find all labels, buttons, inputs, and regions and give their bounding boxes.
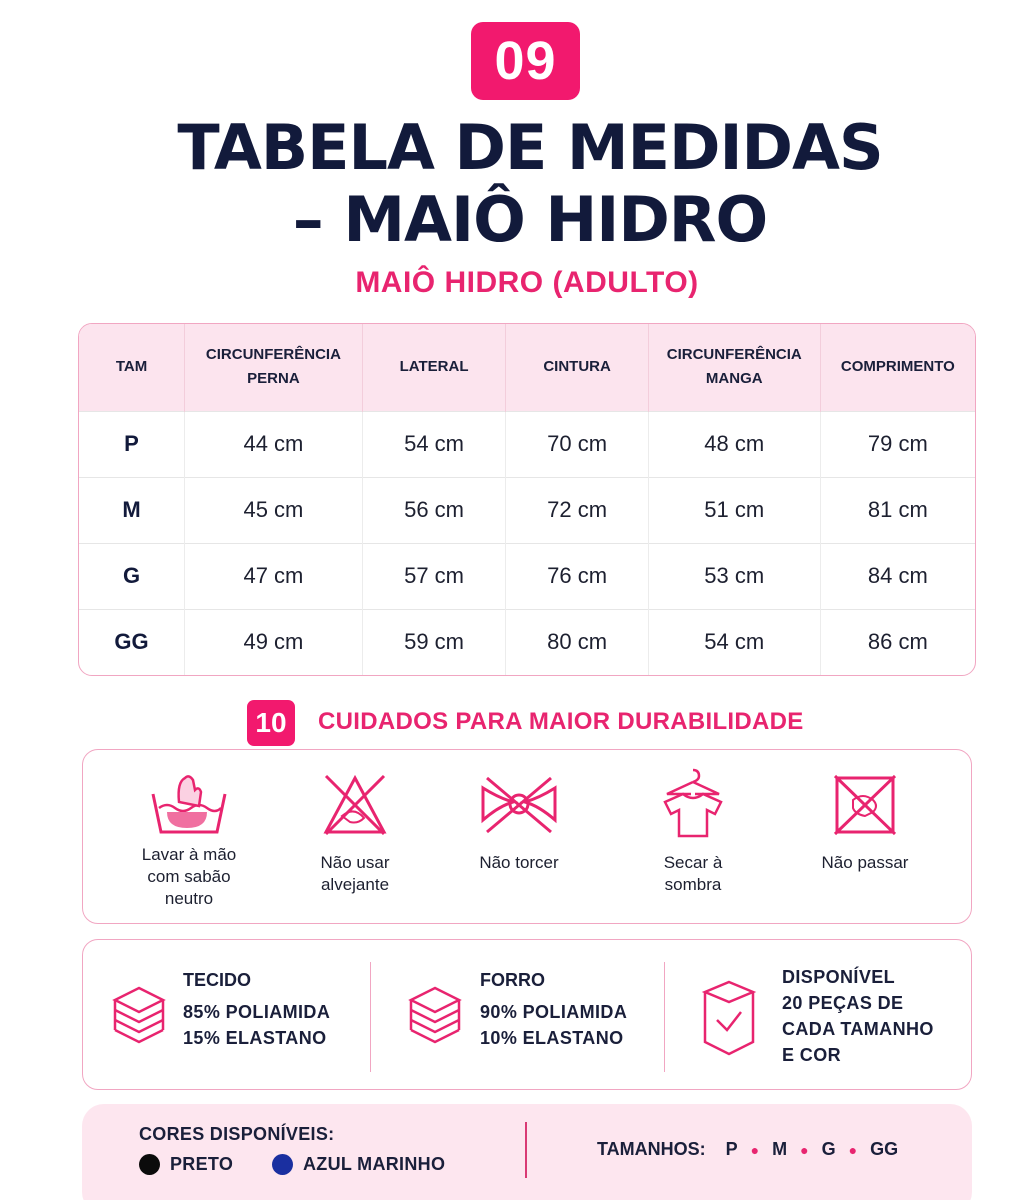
- table-cell: P: [79, 410, 186, 477]
- no-bleach-icon: [323, 774, 387, 836]
- care-label: Secar à sombra: [663, 853, 723, 894]
- table-cell: 79 cm: [820, 410, 975, 477]
- table-cell: 76 cm: [505, 542, 649, 609]
- shade-dry-icon: [663, 768, 723, 838]
- bullet-separator: ●: [848, 1141, 858, 1158]
- disponivel-line2: 20 PEÇAS DE: [782, 993, 904, 1013]
- table-cell: 70 cm: [505, 410, 649, 477]
- box-check-icon: [701, 980, 757, 1056]
- divider: [664, 962, 665, 1072]
- care-label: Lavar à mão com sabão neutro: [141, 845, 237, 908]
- fabric-forro-heading: FORRO: [480, 970, 545, 990]
- table-cell: 49 cm: [184, 608, 363, 675]
- color-option-azul-marinho: AZUL MARINHO: [272, 1154, 445, 1175]
- table-cell: 86 cm: [820, 608, 975, 675]
- size-option: M: [772, 1139, 788, 1159]
- color-option-preto: PRETO: [139, 1154, 233, 1175]
- fabric-tecido-line2: 15% ELASTANO: [183, 1028, 327, 1048]
- no-iron-icon: [833, 774, 897, 836]
- size-option: G: [821, 1139, 836, 1159]
- table-row: G 47 cm 57 cm 76 cm 53 cm 84 cm: [79, 542, 975, 609]
- table-cell: 80 cm: [505, 608, 649, 675]
- colors-title: CORES DISPONÍVEIS:: [139, 1124, 335, 1144]
- fabric-tecido-line1: 85% POLIAMIDA: [183, 1002, 331, 1022]
- column-header: CIRCUNFERÊNCIA PERNA: [184, 324, 363, 411]
- care-item-no-bleach: Não usar alvejante: [275, 772, 435, 896]
- table-cell: G: [79, 542, 186, 609]
- care-label: Não torcer: [479, 853, 559, 872]
- fabric-forro-line1: 90% POLIAMIDA: [480, 1002, 628, 1022]
- page-title-line1: TABELA DE MEDIDAS: [177, 111, 883, 184]
- layers-icon: [408, 986, 462, 1044]
- fabric-forro-line2: 10% ELASTANO: [480, 1028, 624, 1048]
- table-cell: 48 cm: [648, 410, 821, 477]
- column-header: CIRCUNFERÊNCIA MANGA: [648, 324, 821, 411]
- table-cell: M: [79, 476, 186, 543]
- table-row: P 44 cm 54 cm 70 cm 48 cm 79 cm: [79, 410, 975, 477]
- table-cell: GG: [79, 608, 186, 675]
- care-item-no-iron: Não passar: [785, 772, 945, 874]
- section-badge-09: 09: [471, 22, 580, 100]
- color-swatch: [139, 1154, 160, 1175]
- footer-panel: CORES DISPONÍVEIS: PRETO AZUL MARINHO TA…: [82, 1104, 972, 1200]
- table-header-row: TAM CIRCUNFERÊNCIA PERNA LATERAL CINTURA…: [79, 324, 975, 411]
- fabric-forro: FORRO 90% POLIAMIDA 10% ELASTANO: [480, 970, 627, 1051]
- hand-wash-icon: [151, 775, 227, 834]
- size-option: P: [725, 1139, 738, 1159]
- table-cell: 53 cm: [648, 542, 821, 609]
- fabric-disponivel: DISPONÍVEL 20 PEÇAS DE CADA TAMANHO E CO…: [782, 964, 934, 1068]
- care-instructions-panel: Lavar à mão com sabão neutro Não usar al…: [82, 749, 972, 924]
- disponivel-line1: DISPONÍVEL: [782, 967, 896, 987]
- divider: [525, 1122, 527, 1178]
- page-title-line2: – MAIÔ HIDRO: [292, 183, 769, 256]
- layers-icon: [112, 986, 166, 1044]
- size-table: TAM CIRCUNFERÊNCIA PERNA LATERAL CINTURA…: [78, 323, 976, 676]
- table-cell: 44 cm: [184, 410, 363, 477]
- color-name: AZUL MARINHO: [303, 1154, 446, 1174]
- table-cell: 59 cm: [362, 608, 507, 675]
- page-subtitle: MAIÔ HIDRO (ADULTO): [355, 266, 699, 299]
- section-badge-10: 10: [247, 700, 295, 746]
- table-cell: 54 cm: [648, 608, 821, 675]
- color-name: PRETO: [170, 1154, 234, 1174]
- column-header: CINTURA: [505, 324, 649, 411]
- table-cell: 56 cm: [362, 476, 507, 543]
- page-title: TABELA DE MEDIDAS – MAIÔ HIDRO: [0, 112, 1024, 256]
- fabric-tecido-heading: TECIDO: [183, 970, 252, 990]
- care-section-title: CUIDADOS PARA MAIOR DURABILIDADE: [318, 708, 804, 735]
- column-header: COMPRIMENTO: [820, 324, 975, 411]
- column-header: LATERAL: [362, 324, 507, 411]
- disponivel-line3: CADA TAMANHO: [782, 1019, 934, 1039]
- care-item-shade-dry: Secar à sombra: [613, 766, 773, 896]
- care-item-hand-wash: Lavar à mão com sabão neutro: [109, 772, 269, 910]
- table-cell: 45 cm: [184, 476, 363, 543]
- sizes-row: TAMANHOS: P ● M ● G ● GG: [597, 1139, 904, 1160]
- divider: [370, 962, 371, 1072]
- sizes-label: TAMANHOS:: [597, 1139, 706, 1159]
- care-label: Não usar alvejante: [320, 853, 390, 894]
- bullet-separator: ●: [800, 1141, 809, 1158]
- size-option: GG: [870, 1139, 899, 1159]
- table-cell: 81 cm: [820, 476, 975, 543]
- bullet-separator: ●: [750, 1141, 760, 1158]
- table-row: GG 49 cm 59 cm 80 cm 54 cm 86 cm: [79, 608, 975, 675]
- color-swatch: [272, 1154, 293, 1175]
- table-cell: 57 cm: [362, 542, 507, 609]
- table-row: M 45 cm 56 cm 72 cm 51 cm 81 cm: [79, 476, 975, 543]
- column-header: TAM: [79, 324, 186, 411]
- table-cell: 54 cm: [362, 410, 507, 477]
- no-wring-icon: [481, 776, 557, 834]
- fabric-info-panel: TECIDO 85% POLIAMIDA 15% ELASTANO FORRO …: [82, 939, 972, 1090]
- table-cell: 84 cm: [820, 542, 975, 609]
- fabric-tecido: TECIDO 85% POLIAMIDA 15% ELASTANO: [183, 970, 330, 1051]
- disponivel-line4: E COR: [782, 1045, 842, 1065]
- table-cell: 72 cm: [505, 476, 649, 543]
- table-cell: 51 cm: [648, 476, 821, 543]
- care-item-no-wring: Não torcer: [439, 772, 599, 874]
- table-cell: 47 cm: [184, 542, 363, 609]
- care-label: Não passar: [821, 853, 909, 872]
